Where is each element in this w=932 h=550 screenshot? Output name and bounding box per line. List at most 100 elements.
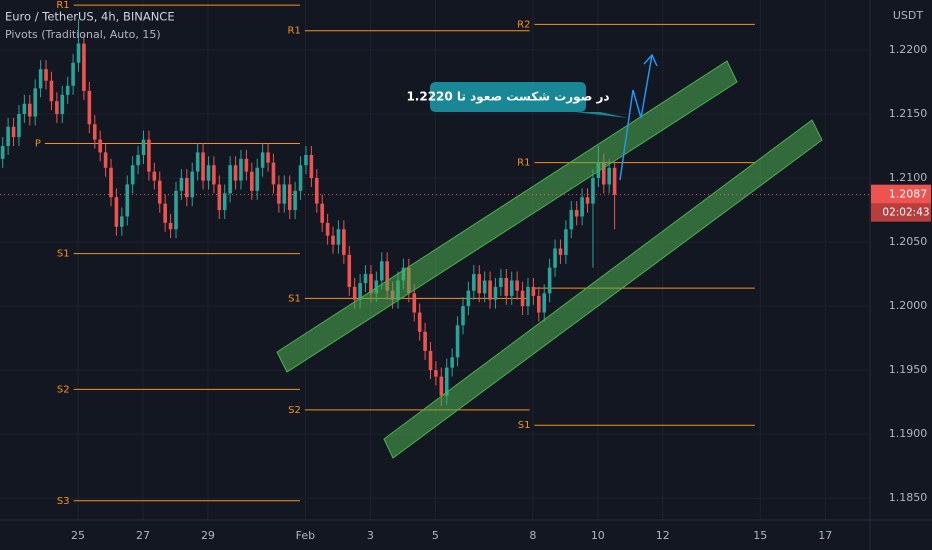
candle-body: [314, 178, 319, 204]
candle-body: [6, 126, 10, 147]
candle-body: [125, 184, 130, 217]
candle-body: [374, 280, 379, 294]
x-tick-label: 27: [136, 529, 150, 542]
candle-body: [65, 85, 70, 95]
candle-body: [44, 69, 48, 81]
candle-body: [607, 167, 611, 185]
candle-body: [239, 158, 243, 181]
candle-body: [526, 286, 530, 307]
candle-body: [412, 293, 417, 313]
callout-text: در صورت شکست صعود تا 1.2220: [406, 90, 609, 105]
price-axis: [870, 0, 932, 550]
candle-body: [98, 139, 102, 153]
candle-body: [27, 103, 32, 117]
axes: 1.2200 1.2150 1.2100 1.2050 1.2000 1.1950 1.19…: [0, 43, 931, 542]
candle-body: [147, 139, 151, 172]
candle-body: [569, 210, 574, 230]
candle-body: [260, 152, 265, 168]
candle-body: [217, 184, 222, 211]
y-tick-label: 1.2200: [889, 43, 928, 56]
y-tick-label: 1.1850: [889, 491, 928, 504]
candle-body: [76, 43, 81, 63]
grid: [0, 0, 870, 520]
candle-body: [22, 103, 27, 114]
candle-body: [228, 165, 232, 194]
countdown-label: 02:02:43: [882, 207, 929, 219]
candle-body: [179, 178, 184, 191]
candle-body: [455, 325, 460, 358]
x-tick-label: 5: [432, 529, 439, 542]
candle-body: [130, 165, 135, 185]
candle-body: [11, 126, 16, 138]
x-tick-label: 12: [656, 529, 670, 542]
candle-body: [320, 203, 324, 223]
candle-body: [564, 229, 568, 255]
candle-body: [33, 88, 37, 117]
candle-body: [612, 167, 617, 195]
candle-body: [136, 154, 140, 166]
candle-body: [120, 216, 124, 227]
candle-body: [553, 248, 557, 268]
last-price-box: [871, 184, 931, 204]
candle-body: [82, 43, 86, 91]
candle-body: [55, 101, 59, 114]
candle-body: [293, 190, 297, 211]
candle-body: [304, 154, 308, 166]
candle-body: [558, 248, 563, 255]
candle-body: [212, 165, 216, 185]
candle-body: [92, 124, 97, 140]
y-tick-label: 1.2050: [889, 235, 928, 248]
candle-body: [201, 152, 205, 181]
candle-body: [271, 162, 276, 185]
candle-body: [358, 283, 362, 300]
candle-body: [379, 261, 384, 281]
candle-body: [520, 290, 525, 307]
candle-body: [163, 203, 167, 223]
x-tick-label: 29: [201, 529, 215, 542]
candle-body: [499, 277, 503, 287]
y-tick-label: 1.2100: [889, 171, 928, 184]
candle-body: [103, 152, 108, 168]
candle-body: [385, 261, 389, 291]
candle-body: [585, 197, 590, 204]
candle-body: [309, 154, 314, 179]
candle-body: [298, 165, 303, 191]
candle-body: [472, 274, 476, 291]
candle-body: [504, 277, 509, 296]
candle-body: [109, 167, 113, 198]
candle-body: [152, 171, 157, 181]
candle-body: [488, 280, 492, 300]
candle-body: [282, 184, 287, 204]
pivot-label: P: [35, 138, 41, 149]
candle-body: [87, 90, 92, 125]
projection-arrow: [619, 54, 653, 181]
pivot-label: R1: [517, 158, 530, 169]
candle-body: [531, 286, 536, 296]
pivot-label: R1: [288, 26, 301, 37]
candle-body: [287, 184, 292, 211]
last-price-label: 1.2087: [889, 188, 928, 201]
candle-body: [206, 165, 211, 181]
currency-label: USDT: [893, 9, 924, 22]
candle-body: [515, 280, 519, 291]
candle-body: [244, 158, 249, 172]
candle-body: [277, 184, 281, 204]
candle-body: [537, 295, 541, 313]
indicator-label: Pivots (Traditional, Auto, 15): [5, 28, 161, 41]
candle-body: [49, 80, 54, 102]
pivot-label: S1: [518, 420, 531, 431]
candle-body: [466, 290, 471, 307]
candle-body: [222, 193, 227, 211]
candle-body: [363, 274, 368, 284]
candle-body: [174, 190, 178, 230]
y-tick-label: 1.2150: [889, 107, 928, 120]
x-tick-label: Feb: [296, 529, 315, 542]
countdown-box: [871, 203, 931, 222]
pivot-label: R1: [56, 0, 69, 11]
candle-body: [195, 152, 200, 172]
candle-body: [347, 254, 352, 287]
candle-body: [601, 162, 606, 185]
y-tick-label: 1.1950: [889, 363, 928, 376]
arrow-head: [643, 53, 658, 67]
